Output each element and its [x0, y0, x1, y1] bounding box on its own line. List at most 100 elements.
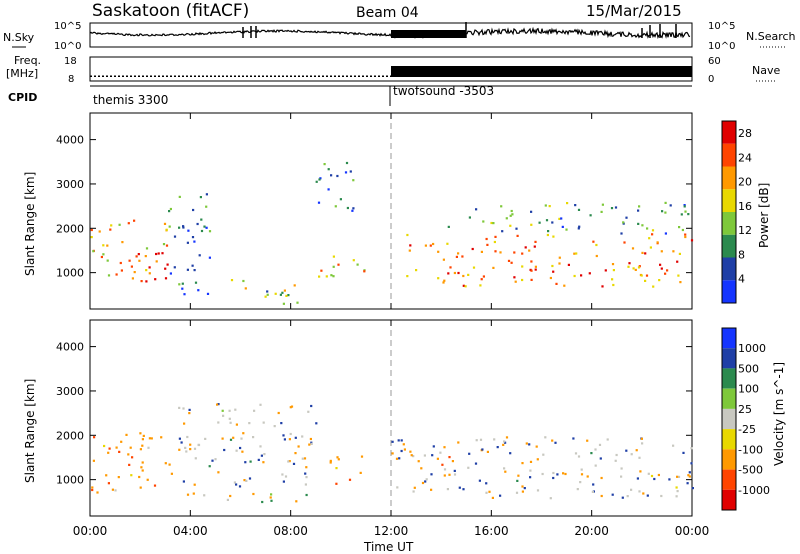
heatmap-cell: [467, 273, 470, 276]
colorbar-tick-label: -25: [738, 423, 756, 436]
heatmap-cell: [141, 444, 144, 447]
heatmap-cell: [114, 489, 117, 492]
heatmap-cell: [480, 278, 483, 281]
heatmap-cell: [133, 219, 136, 222]
heatmap-cell: [437, 277, 440, 280]
heatmap-cell: [574, 204, 577, 207]
heatmap-cell: [235, 483, 238, 486]
heatmap-cell: [443, 468, 447, 471]
noise-sky-trace: [89, 26, 691, 40]
velocity-colorbar-label: Velocity [m s^-1]: [772, 362, 786, 466]
colorbar-swatch: [722, 143, 736, 167]
heatmap-cell: [660, 267, 663, 270]
heatmap-cell: [273, 425, 276, 428]
heatmap-cell: [182, 480, 185, 483]
heatmap-cell: [453, 271, 456, 275]
heatmap-cell: [491, 496, 494, 499]
heatmap-cell: [332, 265, 335, 268]
heatmap-cell: [290, 405, 294, 408]
colorbar-swatch: [722, 121, 736, 144]
heatmap-cell: [637, 209, 640, 212]
heatmap-cell: [102, 253, 105, 256]
heatmap-cell: [269, 496, 272, 499]
x-tick-label: 16:00: [474, 524, 509, 538]
heatmap-cell: [391, 452, 394, 455]
heatmap-cell: [448, 473, 451, 476]
heatmap-cell: [184, 446, 187, 449]
heatmap-cell: [594, 448, 597, 451]
heatmap-cell: [485, 237, 488, 241]
heatmap-cell: [475, 439, 478, 442]
heatmap-cell: [229, 421, 232, 424]
heatmap-cell: [653, 477, 656, 481]
heatmap-cell: [336, 174, 339, 178]
colorbar-tick-label: 24: [738, 151, 752, 164]
heatmap-cell: [150, 437, 153, 440]
heatmap-cell: [288, 438, 291, 441]
station-title: Saskatoon (fitACF): [92, 1, 249, 21]
heatmap-cell: [656, 241, 659, 244]
heatmap-cell: [280, 422, 283, 425]
heatmap-cell: [688, 475, 691, 478]
heatmap-cell: [510, 209, 513, 213]
heatmap-cell: [558, 217, 561, 220]
heatmap-cell: [647, 472, 650, 475]
power-y-ticks: 1000 2000 3000 4000: [56, 134, 692, 280]
heatmap-cell: [472, 266, 476, 269]
heatmap-cell: [530, 269, 533, 272]
heatmap-cell: [542, 453, 545, 456]
heatmap-cell: [182, 225, 185, 228]
heatmap-cell: [163, 222, 167, 225]
heatmap-cell: [102, 244, 105, 247]
heatmap-cell: [181, 282, 184, 285]
cpid-segment-1: themis 3300: [93, 93, 168, 107]
heatmap-cell: [682, 451, 685, 454]
heatmap-cell: [649, 246, 652, 249]
heatmap-cell: [651, 233, 654, 236]
heatmap-cell: [193, 483, 196, 486]
heatmap-cell: [249, 460, 252, 463]
heatmap-cell: [178, 283, 181, 286]
heatmap-cell: [133, 271, 136, 274]
heatmap-cell: [222, 414, 225, 417]
noise-tick-left-top: 10^5: [54, 21, 81, 32]
heatmap-cell: [229, 494, 232, 498]
colorbar-tick-label: -1000: [738, 484, 770, 497]
heatmap-cell: [523, 487, 526, 490]
heatmap-cell: [111, 488, 114, 491]
heatmap-cell: [266, 290, 269, 293]
heatmap-cell: [228, 417, 231, 420]
heatmap-cell: [691, 487, 694, 490]
heatmap-cell: [319, 177, 322, 180]
heatmap-cell: [192, 492, 195, 495]
heatmap-cell: [208, 256, 211, 259]
x-tick-label: 12:00: [374, 524, 409, 538]
noise-traces: [89, 22, 691, 40]
heatmap-cell: [509, 214, 512, 217]
heatmap-cell: [424, 244, 427, 247]
heatmap-cell: [203, 494, 206, 497]
heatmap-cell: [447, 272, 450, 275]
heatmap-cell: [503, 467, 506, 470]
heatmap-cell: [431, 454, 434, 457]
heatmap-cell: [598, 443, 602, 446]
power-ylabel: Slant Range [km]: [23, 172, 37, 276]
heatmap-cell: [346, 206, 349, 210]
heatmap-cell: [480, 250, 483, 253]
heatmap-cell: [345, 161, 349, 165]
heatmap-cell: [494, 250, 497, 253]
heatmap-cell: [107, 274, 111, 277]
heatmap-cell: [552, 476, 555, 480]
heatmap-cell: [252, 492, 255, 496]
heatmap-cell: [200, 218, 203, 221]
heatmap-cell: [141, 438, 144, 441]
heatmap-cell: [144, 255, 147, 258]
colorbar-frame: [721, 327, 737, 511]
heatmap-cell: [287, 460, 290, 463]
heatmap-cell: [359, 471, 362, 474]
heatmap-cell: [443, 474, 446, 477]
heatmap-cell: [91, 486, 94, 489]
heatmap-cell: [690, 462, 693, 465]
power-panel: 1000 2000 3000 4000 Slant Range [km] 4 8 12 16…: [23, 112, 771, 310]
x-tick-label: 08:00: [273, 524, 308, 538]
